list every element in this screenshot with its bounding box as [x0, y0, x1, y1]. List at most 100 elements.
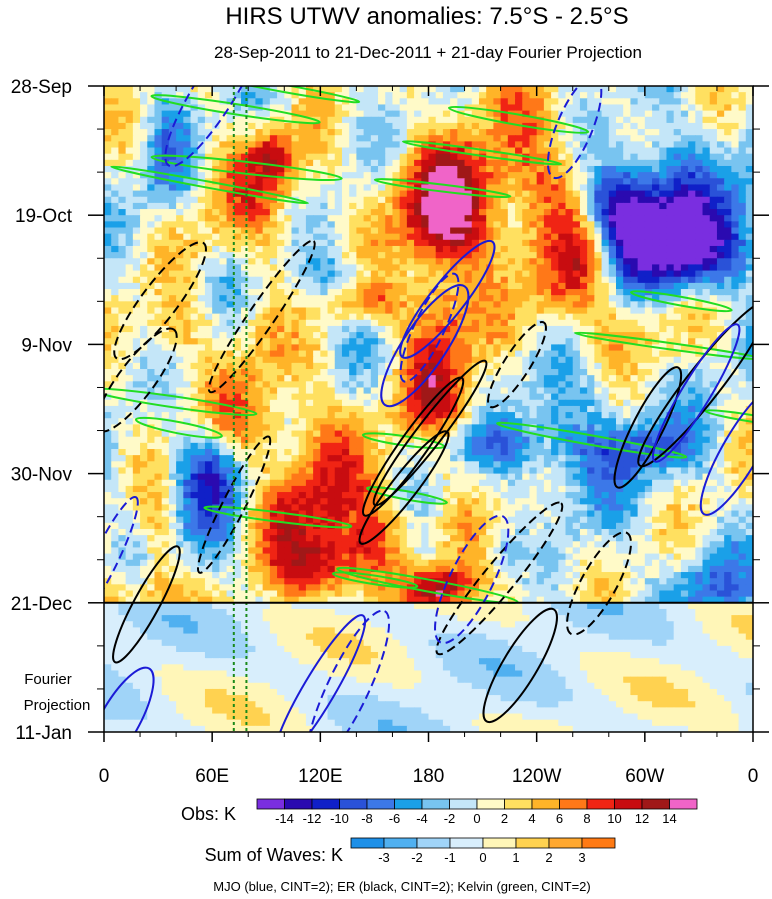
- obs-swatch-13: [614, 798, 643, 810]
- y-tick-label-5: 11-Jan: [15, 723, 72, 744]
- waves-swatch-6: [548, 837, 583, 849]
- x-tick-label-6: 0: [748, 766, 759, 787]
- y-tick-label-2: 9-Nov: [21, 335, 72, 356]
- waves-swatch-7: [581, 837, 616, 849]
- mjo-contour-40: [399, 239, 496, 359]
- mjo-contour-41: [651, 323, 741, 463]
- er-contour-19: [104, 327, 178, 433]
- waves-swatch-2: [416, 837, 451, 849]
- kelvin-contour-2: [574, 331, 753, 361]
- waves-swatch-5: [515, 837, 550, 849]
- er-contour-26: [196, 435, 272, 574]
- waves-tick-label-3: 0: [479, 850, 486, 865]
- kelvin-contour-10: [134, 416, 223, 439]
- obs-swatch-10: [531, 798, 560, 810]
- obs-tick-label-8: 2: [501, 811, 508, 826]
- mjo-contour-38: [306, 609, 391, 732]
- obs-tick-label-11: 8: [583, 811, 590, 826]
- projection-label-line1: Fourier: [24, 671, 72, 688]
- er-contour-25: [566, 531, 632, 636]
- kelvin-contour-16: [331, 571, 419, 589]
- waves-colorbar: Sum of Waves: K -3 -2 -1 0 1 2 3: [205, 837, 616, 865]
- waves-colorbar-label: Sum of Waves: K: [205, 845, 343, 865]
- x-tick-label-1: 60E: [195, 766, 229, 787]
- kelvin-contour-9: [373, 178, 512, 199]
- x-tick-label-4: 120W: [512, 766, 562, 787]
- er-contour-20: [358, 430, 450, 545]
- waves-tick-label-1: -2: [411, 850, 423, 865]
- x-tick-label-3: 180: [413, 766, 445, 787]
- obs-swatch-0: [256, 798, 285, 810]
- reference-lines: [104, 86, 753, 732]
- waves-tick-label-4: 1: [512, 850, 519, 865]
- mjo-contour-37: [380, 284, 470, 408]
- waves-tick-label-6: 3: [578, 850, 585, 865]
- plot-area: 0 60E 120E 180 120W 60W 0 28-Sep 19-Oct 9-Nov 30-…: [11, 77, 769, 787]
- contour-legend: MJO (blue, CINT=2); ER (black, CINT=2); …: [213, 879, 590, 894]
- wave-contours: [104, 86, 753, 732]
- mjo-contour-36: [104, 666, 155, 732]
- mjo-contour-34: [434, 514, 510, 645]
- obs-swatch-12: [586, 798, 615, 810]
- x-axis: 0 60E 120E 180 120W 60W 0: [99, 86, 759, 787]
- mjo-contour-33: [272, 614, 367, 732]
- y-tick-label-1: 19-Oct: [15, 206, 73, 227]
- obs-tick-label-12: 10: [607, 811, 621, 826]
- obs-tick-label-0: -14: [275, 811, 294, 826]
- kelvin-contour-8: [704, 409, 753, 428]
- er-contour-27: [362, 376, 465, 517]
- mjo-contour-43: [164, 86, 264, 168]
- er-contour-28: [613, 366, 683, 489]
- obs-tick-label-4: -6: [389, 811, 401, 826]
- mjo-contour-42: [546, 86, 603, 180]
- waves-tick-label-2: -1: [444, 850, 456, 865]
- waves-swatch-0: [350, 837, 385, 849]
- kelvin-contour-0: [208, 86, 361, 104]
- obs-swatch-4: [366, 798, 395, 810]
- er-contour-29: [637, 300, 753, 468]
- kelvin-contour-17: [110, 165, 309, 205]
- y-axis: 28-Sep 19-Oct 9-Nov 30-Nov 21-Dec 11-Jan: [11, 77, 769, 744]
- x-tick-label-2: 120E: [298, 766, 342, 787]
- obs-swatch-14: [641, 798, 670, 810]
- waves-swatch-3: [449, 837, 484, 849]
- kelvin-contour-12: [447, 105, 590, 134]
- mjo-contour-35: [399, 272, 460, 383]
- obs-swatch-5: [394, 798, 423, 810]
- waves-tick-label-0: -3: [378, 850, 390, 865]
- y-tick-label-4: 21-Dec: [11, 594, 72, 615]
- obs-tick-label-5: -4: [416, 811, 428, 826]
- obs-tick-label-2: -10: [330, 811, 349, 826]
- obs-swatch-2: [311, 798, 340, 810]
- obs-tick-label-6: -2: [444, 811, 456, 826]
- obs-tick-label-13: 12: [635, 811, 649, 826]
- x-tick-label-5: 60W: [625, 766, 664, 787]
- obs-swatch-1: [284, 798, 313, 810]
- kelvin-contour-4: [150, 154, 343, 182]
- obs-swatch-15: [669, 798, 698, 810]
- kelvin-contour-13: [496, 421, 688, 459]
- mjo-contour-32: [699, 384, 753, 516]
- er-contour-30: [112, 545, 181, 664]
- obs-tick-label-1: -12: [303, 811, 322, 826]
- chart-title: HIRS UTWV anomalies: 7.5°S - 2.5°S: [225, 3, 628, 30]
- mjo-contour-39: [104, 495, 139, 623]
- obs-tick-label-14: 14: [662, 811, 676, 826]
- waves-tick-label-5: 2: [545, 850, 552, 865]
- obs-tick-label-7: 0: [473, 811, 480, 826]
- obs-tick-label-9: 4: [528, 811, 535, 826]
- y-tick-label-0: 28-Sep: [11, 77, 72, 98]
- obs-swatch-8: [476, 798, 505, 810]
- obs-swatch-3: [339, 798, 368, 810]
- kelvin-contour-11: [401, 140, 563, 166]
- waves-swatch-4: [482, 837, 517, 849]
- obs-swatch-9: [504, 798, 533, 810]
- er-contour-21: [207, 239, 316, 394]
- chart-subtitle: 28-Sep-2011 to 21-Dec-2011 + 21-day Four…: [214, 43, 642, 62]
- er-contour-31: [113, 241, 207, 361]
- er-contour-23: [487, 321, 547, 409]
- projection-label-line2: Projection: [24, 697, 91, 714]
- obs-tick-label-3: -8: [361, 811, 373, 826]
- obs-tick-label-10: 6: [556, 811, 563, 826]
